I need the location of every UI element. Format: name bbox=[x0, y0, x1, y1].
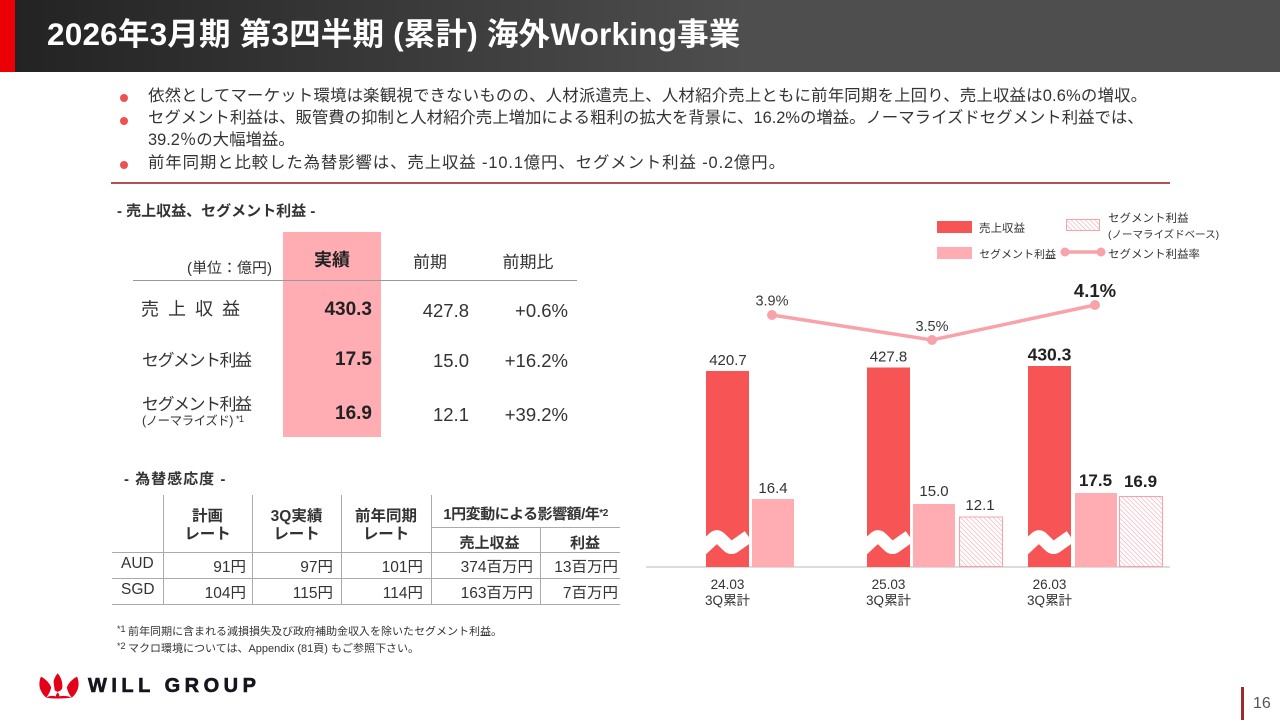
svg-text:15.0: 15.0 bbox=[919, 483, 948, 500]
svg-text:26.03: 26.03 bbox=[1033, 577, 1067, 592]
svg-text:3Q累計: 3Q累計 bbox=[705, 593, 751, 608]
svg-text:24.03: 24.03 bbox=[711, 577, 745, 592]
svg-text:420.7: 420.7 bbox=[709, 352, 747, 369]
svg-text:17.5: 17.5 bbox=[1079, 471, 1112, 490]
svg-text:12.1: 12.1 bbox=[965, 497, 994, 514]
svg-text:3Q累計: 3Q累計 bbox=[866, 593, 912, 608]
svg-text:3.9%: 3.9% bbox=[755, 294, 788, 310]
svg-text:430.3: 430.3 bbox=[1028, 345, 1072, 365]
svg-text:3.5%: 3.5% bbox=[915, 319, 948, 335]
svg-text:25.03: 25.03 bbox=[872, 577, 906, 592]
svg-text:4.1%: 4.1% bbox=[1074, 280, 1116, 301]
svg-text:3Q累計: 3Q累計 bbox=[1027, 593, 1073, 608]
svg-text:427.8: 427.8 bbox=[870, 349, 908, 366]
svg-text:16.4: 16.4 bbox=[758, 480, 787, 497]
svg-text:16.9: 16.9 bbox=[1124, 472, 1157, 491]
